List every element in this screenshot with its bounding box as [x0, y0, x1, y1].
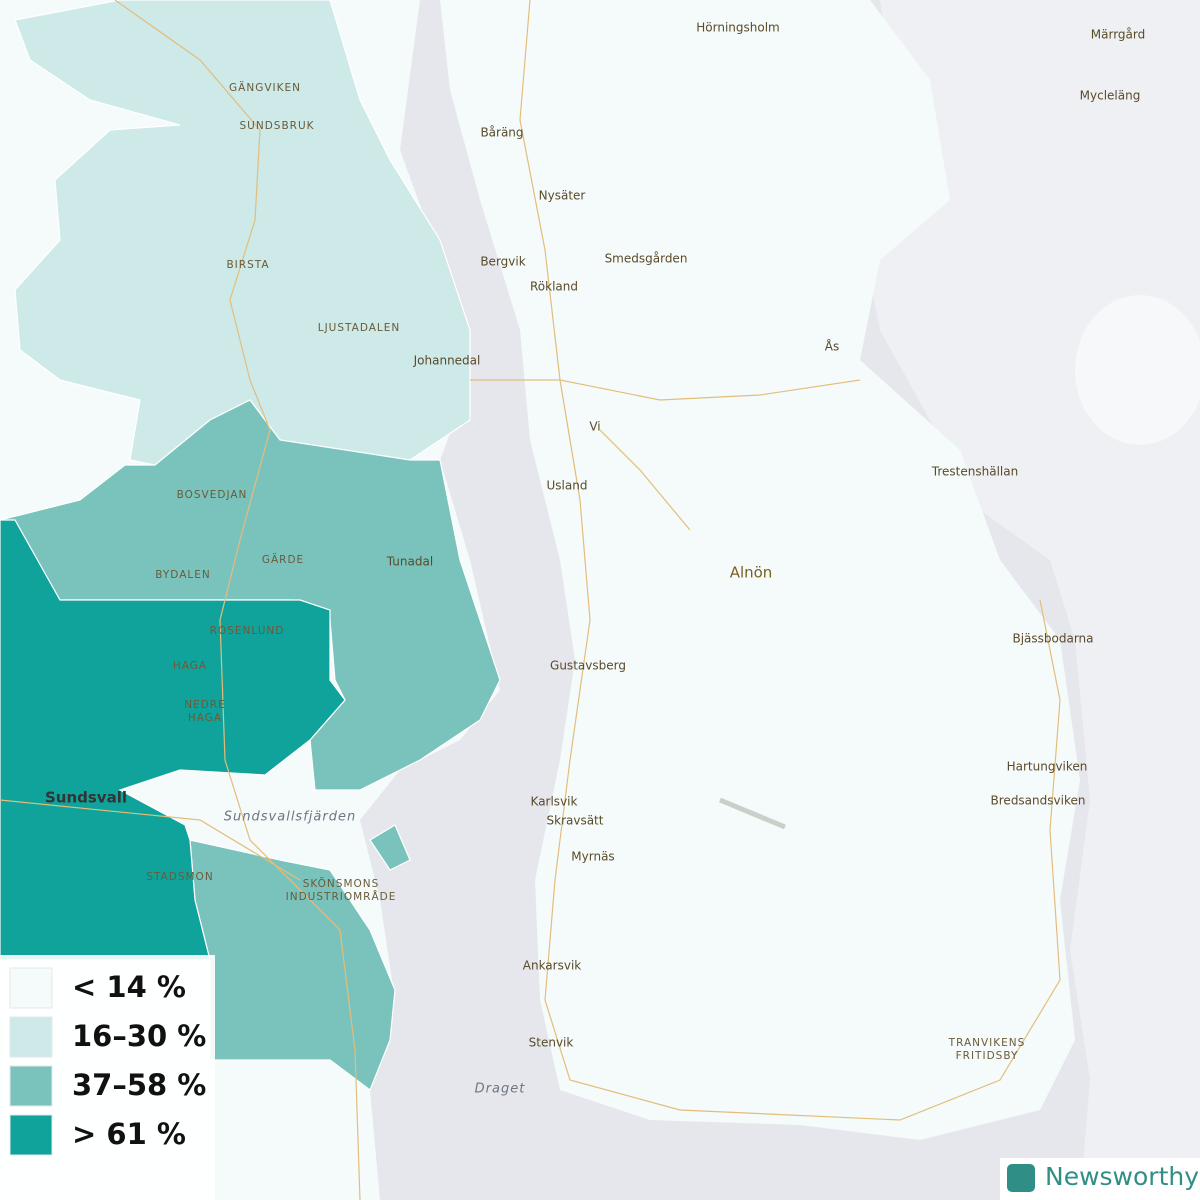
- place-label: Ås: [825, 339, 839, 354]
- district-line: BIRSTA: [226, 259, 269, 271]
- district-line: HAGA: [173, 660, 207, 672]
- place-label: Mycleläng: [1080, 89, 1141, 103]
- island-alnon: [440, 0, 1080, 1140]
- place-label: Smedsgården: [605, 252, 688, 266]
- district-label: GÄNGVIKEN: [229, 81, 301, 94]
- district-line: STADSMON: [146, 871, 213, 883]
- district-line: SKÖNSMONS: [303, 877, 380, 890]
- place-label: Alnön: [730, 564, 773, 582]
- district-line: SUNDSBRUK: [239, 120, 314, 132]
- place-label: Ankarsvik: [523, 959, 582, 973]
- mainland-east: [860, 0, 1200, 1200]
- airstrip: [719, 797, 786, 830]
- place-label: Vi: [589, 420, 600, 434]
- district-label: BOSVEDJAN: [177, 489, 248, 501]
- place-label: Bergvik: [480, 255, 525, 269]
- place-label: Gustavsberg: [550, 659, 626, 673]
- place-label: Usland: [547, 479, 588, 493]
- district-line: BYDALEN: [155, 569, 210, 581]
- district-label: BIRSTA: [226, 259, 269, 271]
- legend-swatch: [9, 1016, 53, 1058]
- legend: < 14 % 16–30 % 37–58 % > 61 %: [9, 967, 206, 1156]
- district-line: NEDRE: [184, 699, 226, 711]
- legend-swatch: [9, 1065, 53, 1107]
- brand: Newsworthy: [1045, 1162, 1199, 1191]
- brand-icon: [1007, 1164, 1035, 1192]
- legend-label: < 14 %: [72, 970, 186, 1004]
- place-label: Johannedal: [413, 354, 481, 368]
- region: [369, 824, 411, 871]
- legend-label: > 61 %: [72, 1117, 186, 1151]
- region: [0, 519, 346, 961]
- district-line: TRANVIKENS: [948, 1037, 1026, 1049]
- place-label: Hartungviken: [1007, 760, 1088, 774]
- district-label: HAGA: [173, 660, 207, 672]
- legend-swatch: [9, 967, 53, 1009]
- place-label: Båräng: [480, 126, 523, 140]
- place-label: Rökland: [530, 280, 578, 294]
- place-label: Bredsandsviken: [991, 794, 1086, 808]
- legend-label: 16–30 %: [72, 1019, 206, 1053]
- district-line: GÄNGVIKEN: [229, 81, 301, 94]
- place-label: Märrgård: [1091, 28, 1145, 42]
- place-label: Myrnäs: [571, 850, 614, 864]
- district-label: TRANVIKENS FRITIDSBY: [948, 1037, 1026, 1062]
- district-label: ROSENLUND: [210, 625, 285, 637]
- district-labels: GÄNGVIKEN SUNDSBRUK BIRSTA LJUSTADALEN BOSVE…: [146, 81, 1026, 1062]
- place-label: Skravsätt: [547, 814, 604, 828]
- district-line: LJUSTADALEN: [318, 322, 401, 334]
- place-label: Karlsvik: [531, 795, 578, 809]
- district-label: NEDRE HAGA: [184, 699, 226, 724]
- district-line: ROSENLUND: [210, 625, 285, 637]
- place-label: Bjässbodarna: [1012, 632, 1093, 646]
- district-line: HAGA: [188, 712, 222, 724]
- place-label: Tunadal: [386, 555, 433, 569]
- district-label: BYDALEN: [155, 569, 210, 581]
- legend-label: 37–58 %: [72, 1068, 206, 1102]
- district-label: SKÖNSMONS INDUSTRIOMRÅDE: [286, 877, 397, 903]
- place-label: Hörningsholm: [696, 21, 779, 35]
- legend-swatch: [9, 1114, 53, 1156]
- district-label: GÄRDE: [262, 553, 304, 566]
- district-label: LJUSTADALEN: [318, 322, 401, 334]
- district-line: FRITIDSBY: [956, 1050, 1019, 1062]
- district-line: INDUSTRIOMRÅDE: [286, 890, 397, 903]
- district-line: BOSVEDJAN: [177, 489, 248, 501]
- district-line: GÄRDE: [262, 553, 304, 566]
- district-label: STADSMON: [146, 871, 213, 883]
- water-label: Draget: [475, 1082, 526, 1097]
- district-label: SUNDSBRUK: [239, 120, 314, 132]
- place-label: Stenvik: [529, 1036, 574, 1050]
- place-label: Sundsvall: [45, 789, 127, 807]
- place-label: Trestenshällan: [931, 465, 1018, 479]
- place-label: Nysäter: [539, 189, 586, 203]
- lake: [1075, 295, 1200, 445]
- water-label: Sundsvallsfjärden: [224, 810, 356, 825]
